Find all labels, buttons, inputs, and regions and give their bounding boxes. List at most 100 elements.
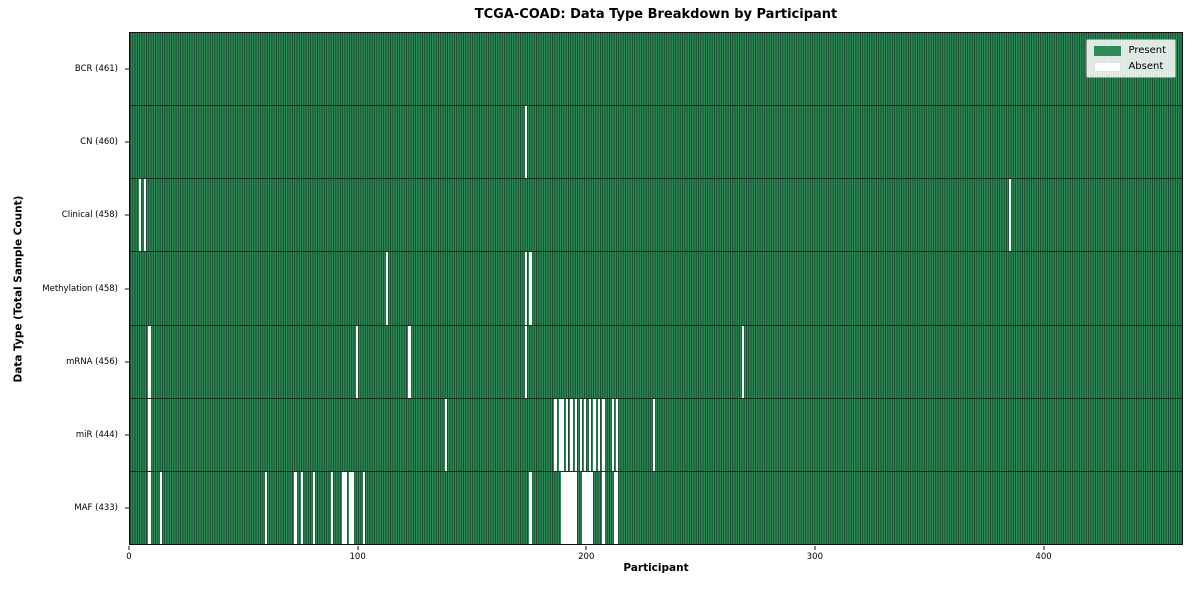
ytick-mark	[125, 214, 129, 216]
xtick-label-400: 400	[1035, 552, 1052, 562]
chart-title: TCGA-COAD: Data Type Breakdown by Partic…	[474, 7, 838, 22]
legend-label-present: Present	[1128, 45, 1166, 56]
absent-gap	[574, 398, 578, 471]
absent-gap	[588, 471, 591, 544]
absent-gap	[597, 398, 601, 471]
absent-gap	[330, 471, 334, 544]
absent-gap	[593, 398, 596, 471]
absent-gap	[563, 471, 566, 544]
absent-gap	[579, 398, 582, 471]
absent-gap	[148, 471, 151, 544]
absent-gap	[611, 398, 614, 471]
heatmap-row-mRNA	[130, 325, 1182, 399]
heatmap-row-Methylation	[130, 252, 1182, 326]
absent-gap	[652, 398, 655, 471]
xtick-mark	[585, 545, 587, 550]
heatmap-row-Clinical	[130, 179, 1182, 253]
xtick-label-200: 200	[578, 552, 595, 562]
absent-gap	[385, 252, 388, 325]
xtick-mark	[814, 545, 816, 550]
heatmap-row-miR	[130, 398, 1182, 472]
ytick-mark	[125, 507, 129, 509]
absent-gap	[572, 471, 575, 544]
absent-gap	[349, 471, 352, 544]
xtick-label-300: 300	[806, 552, 824, 562]
absent-gap	[444, 398, 448, 471]
absent-gap	[529, 471, 532, 544]
absent-gap	[312, 471, 315, 544]
ytick-label-Methylation: Methylation (458)	[42, 283, 118, 294]
absent-gap	[590, 471, 594, 544]
absent-gap	[602, 398, 605, 471]
absent-gap	[524, 106, 528, 179]
absent-gap	[524, 252, 528, 325]
absent-gap	[351, 471, 354, 544]
absent-gap	[586, 471, 589, 544]
ytick-label-BCR: BCR (461)	[74, 63, 118, 74]
xtick-mark	[128, 545, 130, 550]
ytick-mark	[125, 68, 129, 70]
absent-gap	[139, 179, 142, 252]
ytick-mark	[125, 288, 129, 289]
x-axis-ticks: 0 100 200 300 400	[126, 545, 1183, 565]
absent-gap	[613, 471, 617, 544]
absent-gap	[294, 471, 297, 544]
absent-swatch	[1094, 61, 1122, 72]
absent-gap	[588, 398, 591, 471]
absent-gap	[565, 398, 569, 471]
absent-gap	[559, 398, 562, 471]
absent-gap	[148, 325, 151, 398]
absent-gap	[584, 471, 587, 544]
legend: Present Absent	[1086, 39, 1176, 78]
heatmap-row-CN	[130, 106, 1182, 180]
xtick-mark	[1043, 545, 1045, 550]
legend-entry-present: Present	[1094, 45, 1166, 56]
ytick-label-CN: CN (460)	[80, 136, 118, 147]
absent-gap	[362, 471, 366, 544]
absent-gap	[568, 471, 571, 544]
ytick-mark	[125, 361, 129, 363]
absent-gap	[616, 398, 619, 471]
absent-gap	[561, 398, 564, 471]
absent-gap	[554, 398, 557, 471]
ytick-label-Clinical: Clinical (458)	[61, 210, 118, 221]
absent-gap	[355, 325, 359, 398]
absent-gap	[264, 471, 267, 544]
absent-gap	[342, 471, 345, 544]
ytick-label-MAF: MAF (433)	[74, 503, 118, 514]
xtick-mark	[357, 545, 359, 550]
heatmap-rows	[130, 33, 1182, 544]
x-axis-label: Participant	[623, 562, 689, 574]
absent-gap	[159, 471, 162, 544]
absent-gap	[561, 471, 564, 544]
legend-entry-absent: Absent	[1094, 61, 1166, 72]
absent-gap	[344, 471, 347, 544]
absent-gap	[565, 471, 569, 544]
legend-label-absent: Absent	[1128, 61, 1164, 72]
xtick-label-0: 0	[126, 552, 132, 562]
absent-gap	[301, 471, 304, 544]
absent-gap	[741, 325, 744, 398]
ytick-mark	[125, 434, 129, 436]
heatmap-row-BCR	[130, 33, 1182, 107]
ytick-label-mRNA: mRNA (456)	[66, 356, 118, 367]
absent-gap	[570, 471, 573, 544]
xtick-label-100: 100	[349, 552, 366, 562]
absent-gap	[570, 398, 573, 471]
absent-gap	[148, 398, 151, 471]
absent-gap	[581, 471, 585, 544]
absent-gap	[529, 252, 532, 325]
ytick-label-miR: miR (444)	[75, 430, 118, 441]
absent-gap	[602, 471, 605, 544]
absent-gap	[143, 179, 146, 252]
absent-gap	[1008, 179, 1011, 252]
absent-gap	[584, 398, 587, 471]
plot-area: Present Absent	[129, 32, 1183, 545]
absent-gap	[574, 471, 578, 544]
y-axis-ticks: BCR (461) CN (460) Clinical (458) Methylati…	[0, 32, 129, 545]
heatmap-row-MAF	[130, 471, 1182, 544]
ytick-mark	[125, 141, 129, 143]
absent-gap	[524, 325, 528, 398]
absent-gap	[616, 471, 619, 544]
